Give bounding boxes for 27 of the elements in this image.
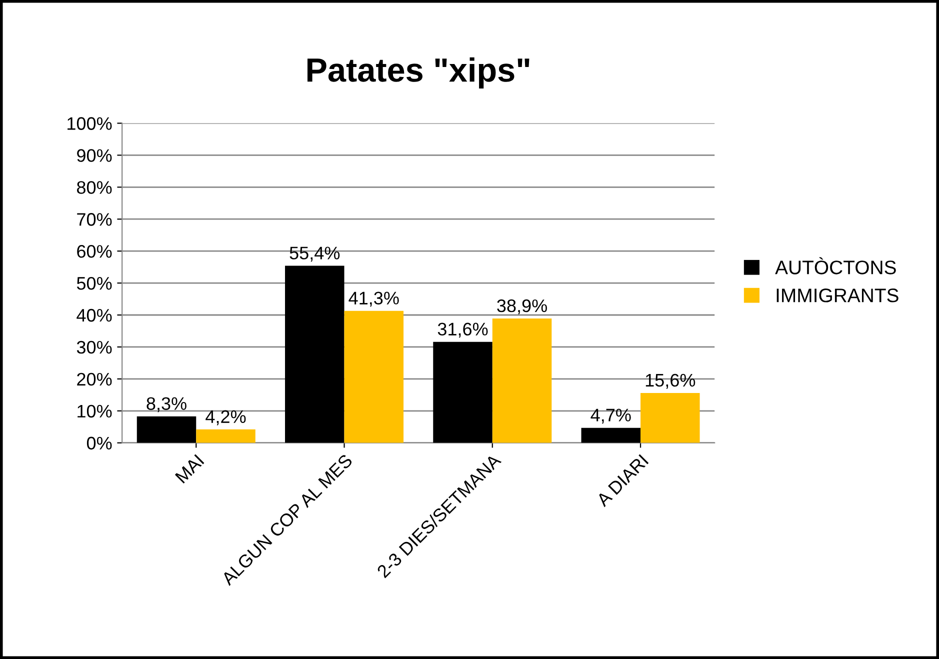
y-tick-label: 30%: [76, 340, 112, 354]
y-tick-label: 80%: [76, 181, 112, 194]
y-tick-label: 0%: [86, 436, 112, 450]
bar: [492, 318, 552, 443]
y-tick-label: 60%: [77, 245, 112, 258]
data-label: 38,9%: [497, 299, 547, 314]
bar: [196, 429, 256, 443]
y-tick-label: 40%: [76, 308, 112, 322]
legend-label: AUTÒCTONS: [775, 257, 896, 274]
y-tick-label: 10%: [78, 404, 112, 418]
data-label: 31,6%: [438, 322, 488, 338]
chart-title: Patates "xips": [307, 57, 530, 88]
y-tick-label: 20%: [77, 372, 112, 386]
y-tick-label: 70%: [77, 213, 112, 226]
bar: [640, 392, 700, 443]
data-label: 4,7%: [590, 408, 631, 424]
legend-label: IMMIGRANTS: [776, 288, 898, 302]
bar: [344, 310, 404, 443]
y-tick-label: 90%: [77, 149, 112, 162]
data-label: 15,6%: [646, 374, 696, 389]
y-tick-label: 50%: [76, 276, 112, 290]
data-label: 4,2%: [206, 410, 246, 426]
data-label: 55,4%: [290, 246, 340, 262]
data-label: 8,3%: [146, 397, 186, 412]
y-tick-label: 100%: [68, 117, 112, 130]
data-label: 41,3%: [348, 292, 399, 307]
x-tick-label: MAI: [174, 454, 204, 484]
